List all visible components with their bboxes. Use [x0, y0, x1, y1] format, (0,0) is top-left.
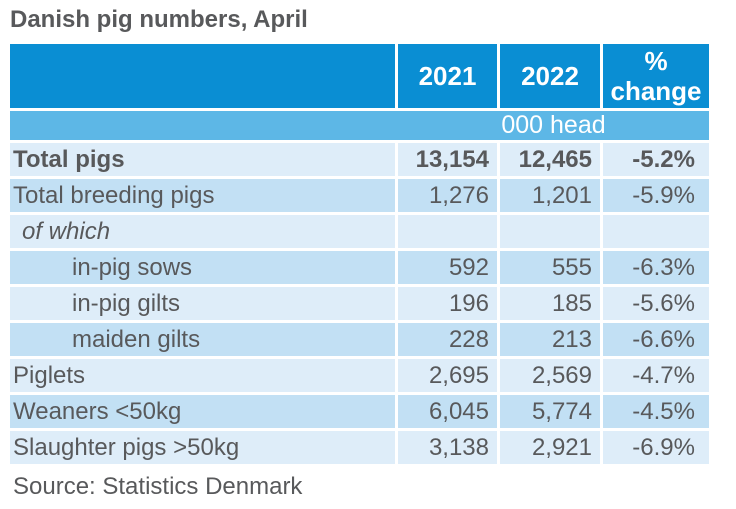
- value-pct-change: -5.2%: [603, 143, 709, 176]
- value-2021: 592: [398, 251, 497, 284]
- value-2021: 1,276: [398, 179, 497, 212]
- value-2022: 2,569: [500, 359, 600, 392]
- value-2021: 196: [398, 287, 497, 320]
- row-label: in-pig sows: [10, 251, 395, 284]
- value-pct-change: -6.6%: [603, 323, 709, 356]
- row-label: in-pig gilts: [10, 287, 395, 320]
- table-row-maiden-gilts: maiden gilts 228 213 -6.6%: [10, 323, 709, 356]
- unit-band-label: 000 head: [501, 111, 606, 139]
- unit-band-layout: 000 head: [10, 111, 709, 140]
- row-label: Total pigs: [10, 143, 395, 176]
- table-header-row: 2021 2022 % change: [10, 44, 709, 108]
- row-label: Weaners <50kg: [10, 395, 395, 428]
- pig-numbers-table: 2021 2022 % change 000 head Total pigs 1…: [7, 41, 712, 467]
- source-note: Source: Statistics Denmark: [13, 473, 303, 500]
- value-2021: 13,154: [398, 143, 497, 176]
- row-label: Piglets: [10, 359, 395, 392]
- value-2022: 213: [500, 323, 600, 356]
- table-row-piglets: Piglets 2,695 2,569 -4.7%: [10, 359, 709, 392]
- header-year-2021: 2021: [398, 44, 497, 108]
- value-2021: 228: [398, 323, 497, 356]
- table-row-weaners: Weaners <50kg 6,045 5,774 -4.5%: [10, 395, 709, 428]
- header-empty-cell: [10, 44, 395, 108]
- value-pct-change: -6.3%: [603, 251, 709, 284]
- table-row-in-pig-gilts: in-pig gilts 196 185 -5.6%: [10, 287, 709, 320]
- value-pct-change: [603, 215, 709, 248]
- value-pct-change: -4.7%: [603, 359, 709, 392]
- value-pct-change: -6.9%: [603, 431, 709, 464]
- value-2022: 555: [500, 251, 600, 284]
- table-row-of-which: of which: [10, 215, 709, 248]
- unit-band-cell: 000 head: [10, 111, 709, 140]
- row-label: Total breeding pigs: [10, 179, 395, 212]
- row-label: of which: [10, 215, 395, 248]
- value-2022: 185: [500, 287, 600, 320]
- value-pct-change: -5.9%: [603, 179, 709, 212]
- value-2022: 1,201: [500, 179, 600, 212]
- row-label: Slaughter pigs >50kg: [10, 431, 395, 464]
- value-2022: 2,921: [500, 431, 600, 464]
- row-label: maiden gilts: [10, 323, 395, 356]
- table-row-in-pig-sows: in-pig sows 592 555 -6.3%: [10, 251, 709, 284]
- header-pct-change: % change: [603, 44, 709, 108]
- table-row-slaughter-pigs: Slaughter pigs >50kg 3,138 2,921 -6.9%: [10, 431, 709, 464]
- value-2021: 2,695: [398, 359, 497, 392]
- value-pct-change: -4.5%: [603, 395, 709, 428]
- value-2021: 3,138: [398, 431, 497, 464]
- value-2022: 12,465: [500, 143, 600, 176]
- value-2021: 6,045: [398, 395, 497, 428]
- table-row-total-pigs: Total pigs 13,154 12,465 -5.2%: [10, 143, 709, 176]
- page-title: Danish pig numbers, April: [10, 6, 308, 33]
- value-2022: 5,774: [500, 395, 600, 428]
- table-row-total-breeding-pigs: Total breeding pigs 1,276 1,201 -5.9%: [10, 179, 709, 212]
- unit-band-row: 000 head: [10, 111, 709, 140]
- value-2021: [398, 215, 497, 248]
- value-2022: [500, 215, 600, 248]
- header-year-2022: 2022: [500, 44, 600, 108]
- value-pct-change: -5.6%: [603, 287, 709, 320]
